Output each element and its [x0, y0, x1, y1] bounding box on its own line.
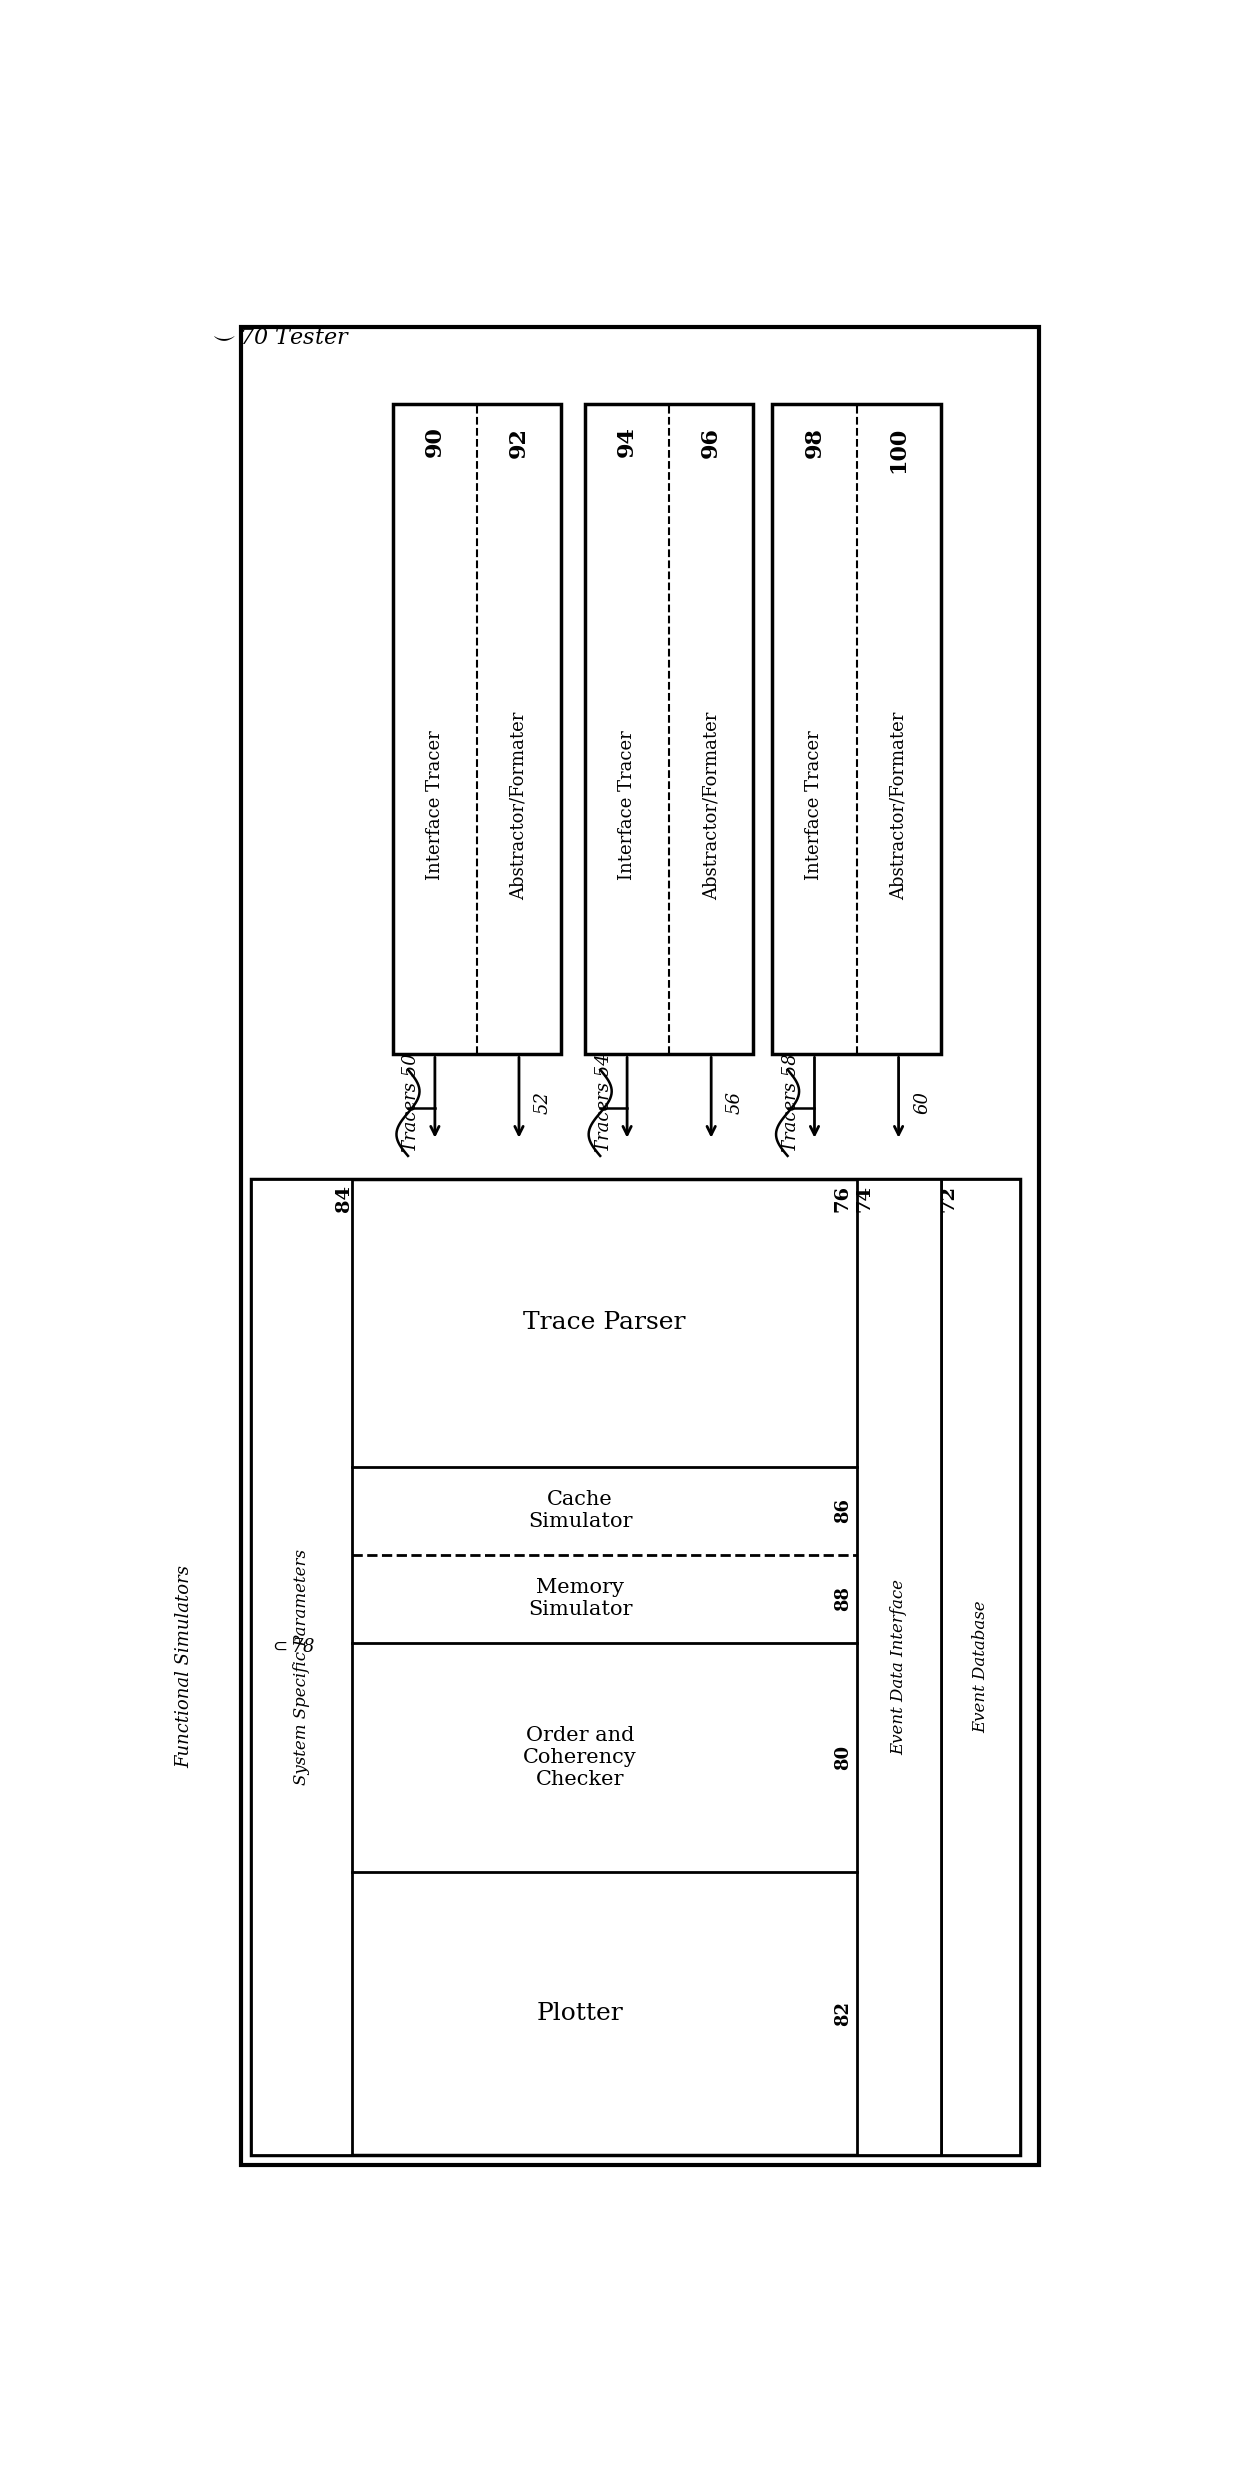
Text: 100: 100	[888, 428, 910, 472]
Bar	[393, 403, 560, 1054]
Text: 60: 60	[913, 1091, 931, 1114]
Text: 82: 82	[833, 2001, 852, 2026]
Text: 98: 98	[804, 428, 826, 457]
Text: 92: 92	[508, 428, 529, 457]
Text: Tracers 54: Tracers 54	[595, 1054, 613, 1151]
Text: Order and
Coherency
Checker: Order and Coherency Checker	[523, 1725, 637, 1790]
Text: Interface Tracer: Interface Tracer	[618, 731, 636, 880]
Text: $\smile$70 Tester: $\smile$70 Tester	[208, 328, 350, 348]
Text: 94: 94	[616, 428, 639, 457]
Text: 76: 76	[833, 1186, 852, 1211]
Text: Event Database: Event Database	[972, 1601, 990, 1733]
Text: Interface Tracer: Interface Tracer	[425, 731, 444, 880]
Text: Abstractor/Formater: Abstractor/Formater	[702, 711, 720, 900]
Text: Tracers 58: Tracers 58	[782, 1054, 800, 1151]
Bar	[857, 1178, 941, 2155]
Text: Functional Simulators: Functional Simulators	[175, 1566, 193, 1768]
Text: 52: 52	[533, 1091, 552, 1114]
Text: 80: 80	[833, 1745, 852, 1770]
Text: 96: 96	[701, 428, 722, 457]
Bar	[242, 328, 1039, 2165]
Text: 90: 90	[424, 428, 446, 457]
Text: Event Data Interface: Event Data Interface	[890, 1579, 908, 1755]
Bar	[941, 1178, 1021, 2155]
Text: Cache
Simulator: Cache Simulator	[528, 1489, 632, 1531]
Text: 84: 84	[335, 1186, 353, 1211]
Bar	[585, 403, 753, 1054]
Text: Abstractor/Formater: Abstractor/Formater	[510, 711, 528, 900]
Text: Tracers 50: Tracers 50	[403, 1054, 420, 1151]
Text: 88: 88	[833, 1586, 852, 1611]
Text: 72: 72	[940, 1186, 957, 1211]
Text: 74: 74	[856, 1186, 873, 1211]
Text: 56: 56	[725, 1091, 744, 1114]
Bar	[773, 403, 941, 1054]
Bar	[250, 1178, 1021, 2155]
Text: Plotter: Plotter	[537, 2001, 624, 2026]
Text: System Specific Parameters: System Specific Parameters	[293, 1549, 310, 1785]
Text: Memory
Simulator: Memory Simulator	[528, 1579, 632, 1618]
Text: Abstractor/Formater: Abstractor/Formater	[889, 711, 908, 900]
Text: Trace Parser: Trace Parser	[523, 1310, 686, 1335]
Text: $\subset$78: $\subset$78	[269, 1638, 315, 1656]
Text: 86: 86	[833, 1499, 852, 1524]
Bar	[250, 1178, 352, 2155]
Text: Interface Tracer: Interface Tracer	[806, 731, 823, 880]
